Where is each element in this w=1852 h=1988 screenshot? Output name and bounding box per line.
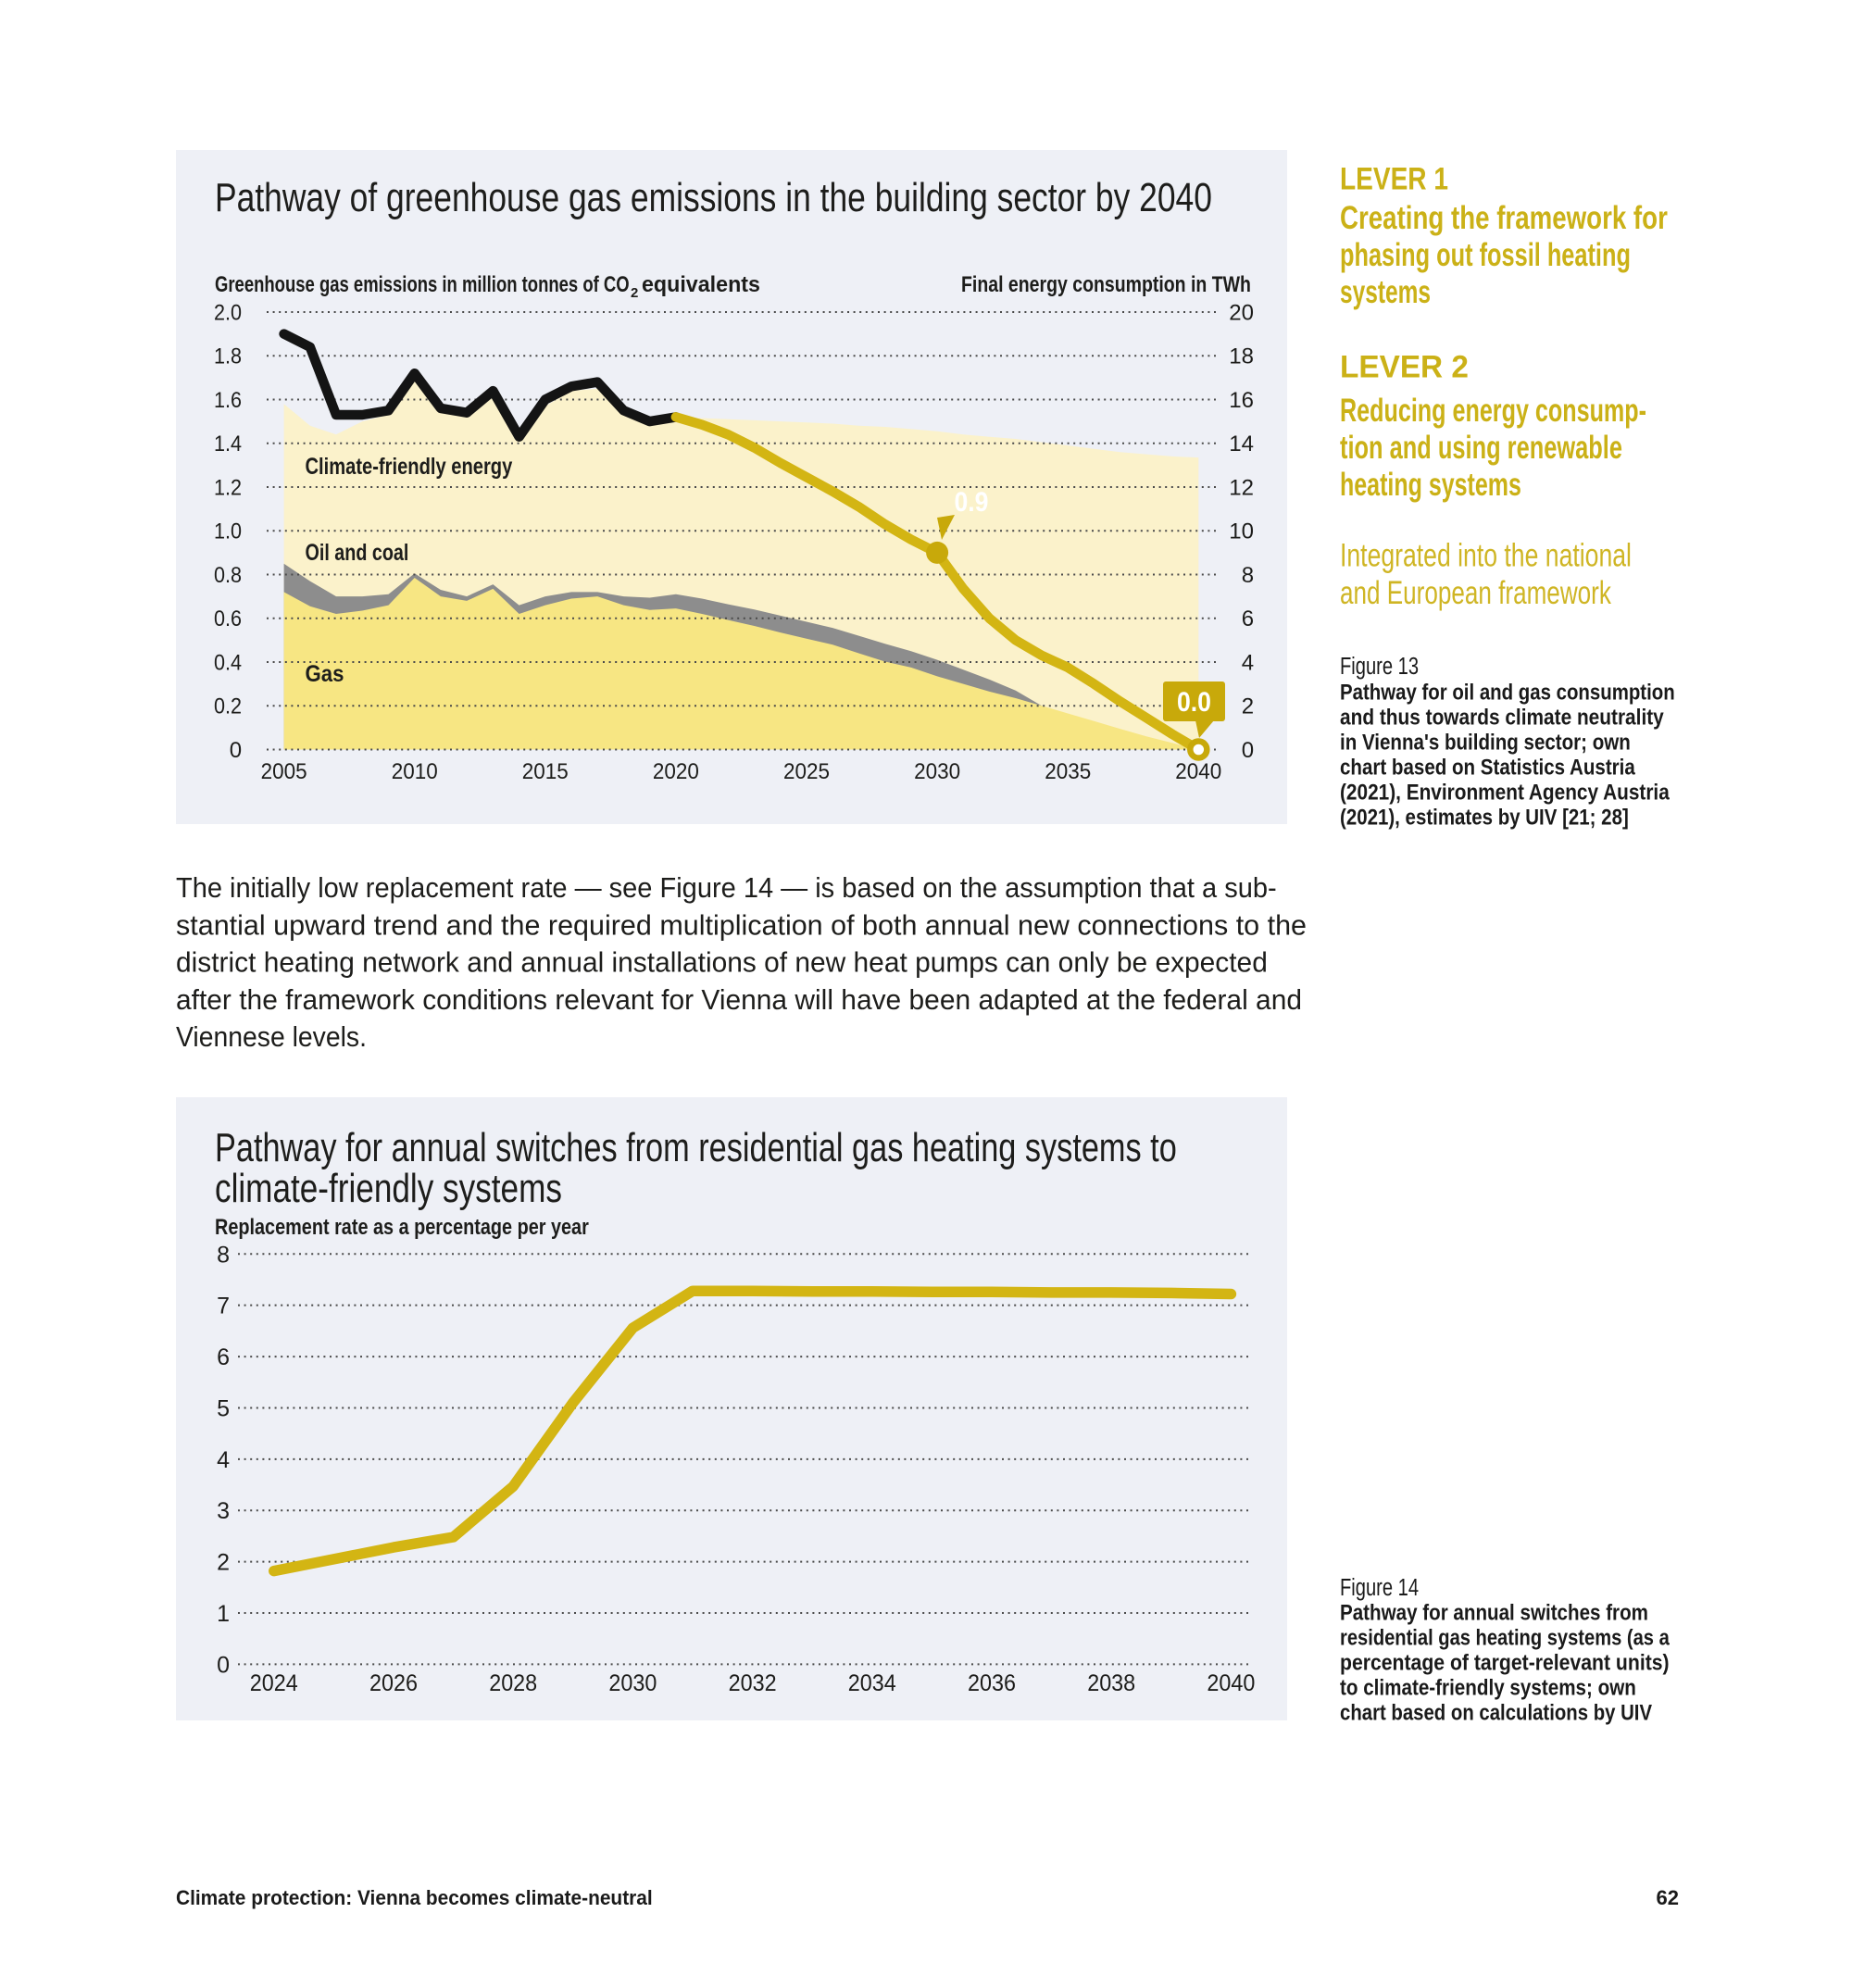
svg-text:2036: 2036 [968,1670,1016,1696]
svg-text:62: 62 [1657,1886,1679,1909]
svg-text:and European framework: and European framework [1340,574,1611,611]
svg-text:1.4: 1.4 [214,431,242,456]
svg-text:phasing out fossil heating: phasing out fossil heating [1340,237,1631,273]
svg-text:Climate protection: Vienna bec: Climate protection: Vienna becomes clima… [176,1887,653,1910]
svg-text:climate-friendly systems: climate-friendly systems [215,1166,562,1211]
svg-text:2: 2 [631,285,638,301]
svg-text:2024: 2024 [250,1670,298,1696]
svg-text:Oil and coal: Oil and coal [306,540,409,566]
svg-text:The initially low replacement: The initially low replacement rate — see… [176,872,1277,904]
svg-text:1.6: 1.6 [214,387,242,412]
svg-text:(2021), Environment Agency Aus: (2021), Environment Agency Austria [1340,780,1670,805]
svg-text:2028: 2028 [489,1670,537,1696]
svg-text:1.8: 1.8 [214,344,242,369]
svg-text:Greenhouse gas emissions in mi: Greenhouse gas emissions in million tonn… [215,272,630,297]
svg-text:0.0: 0.0 [1177,687,1211,719]
svg-text:Viennese levels.: Viennese levels. [176,1021,367,1053]
svg-text:0.4: 0.4 [214,649,242,674]
svg-text:tion and using renewable: tion and using renewable [1340,430,1622,466]
svg-text:5: 5 [217,1396,230,1422]
svg-text:0.6: 0.6 [214,606,242,631]
svg-text:0.8: 0.8 [214,562,242,587]
svg-text:2030: 2030 [608,1670,657,1696]
svg-text:percentage of target-relevant: percentage of target-relevant units) [1340,1650,1670,1674]
svg-text:6: 6 [217,1344,230,1370]
svg-text:(2021), estimates by UIV [21;: (2021), estimates by UIV [21; 28] [1340,805,1629,830]
svg-text:chart based on Statistics Aust: chart based on Statistics Austria [1340,755,1635,780]
svg-text:Climate-friendly energy: Climate-friendly energy [306,453,513,480]
svg-text:4: 4 [217,1447,230,1473]
svg-text:after the framework conditions: after the framework conditions relevant … [176,983,1302,1016]
svg-text:1.0: 1.0 [214,519,242,544]
svg-text:10: 10 [1229,519,1254,544]
svg-text:district heating network and a: district heating network and annual inst… [176,946,1268,979]
svg-text:in Vienna's building sector; o: in Vienna's building sector; own [1340,730,1631,755]
svg-text:residential gas heating system: residential gas heating systems (as a [1340,1625,1670,1650]
svg-text:0: 0 [230,738,242,763]
svg-text:Pathway of greenhouse gas emis: Pathway of greenhouse gas emissions in t… [215,175,1212,219]
svg-text:4: 4 [1242,650,1254,675]
svg-text:8: 8 [1242,563,1254,588]
svg-text:heating systems: heating systems [1340,467,1521,503]
svg-text:0.2: 0.2 [214,694,242,719]
svg-text:Pathway for annual switches fr: Pathway for annual switches from residen… [215,1125,1177,1170]
svg-text:2005: 2005 [261,758,307,783]
svg-text:to climate-friendly systems; o: to climate-friendly systems; own [1340,1675,1636,1700]
svg-text:2020: 2020 [653,758,699,783]
svg-text:14: 14 [1229,431,1254,456]
svg-text:7: 7 [217,1294,230,1319]
svg-text:2: 2 [1242,694,1254,719]
svg-text:6: 6 [1242,606,1254,631]
svg-text:Reducing energy consump-: Reducing energy consump- [1340,393,1646,429]
svg-text:0: 0 [1242,738,1254,763]
svg-text:Gas: Gas [306,662,344,687]
svg-text:2035: 2035 [1045,758,1091,783]
svg-text:1: 1 [217,1601,230,1627]
svg-text:2: 2 [217,1550,230,1576]
svg-text:Pathway for oil and gas consum: Pathway for oil and gas consumption [1340,680,1675,705]
svg-text:16: 16 [1229,388,1254,413]
svg-text:0: 0 [217,1652,230,1678]
svg-text:chart based on calculations by: chart based on calculations by UIV [1340,1700,1652,1725]
svg-text:and thus towards climate neutr: and thus towards climate neutrality [1340,705,1664,730]
svg-text:2010: 2010 [392,758,438,783]
svg-text:20: 20 [1229,300,1254,325]
svg-text:systems: systems [1340,275,1431,310]
svg-text:equivalents: equivalents [642,273,760,297]
svg-text:0.9: 0.9 [955,487,989,519]
svg-text:3: 3 [217,1498,230,1524]
svg-text:2026: 2026 [369,1670,418,1696]
svg-text:LEVER 2: LEVER 2 [1340,350,1469,384]
svg-text:2040: 2040 [1207,1670,1255,1696]
svg-text:2032: 2032 [729,1670,777,1696]
svg-text:stantial upward trend and the: stantial upward trend and the required m… [176,908,1307,941]
svg-text:18: 18 [1229,344,1254,369]
svg-text:2040: 2040 [1175,758,1221,783]
svg-text:LEVER 1: LEVER 1 [1340,161,1448,196]
svg-text:12: 12 [1229,475,1254,500]
svg-text:Creating the framework for: Creating the framework for [1340,199,1668,236]
svg-text:1.2: 1.2 [214,474,242,499]
svg-text:8: 8 [217,1242,230,1268]
svg-text:2038: 2038 [1087,1670,1135,1696]
svg-text:Figure 14: Figure 14 [1340,1574,1419,1601]
svg-text:Pathway for annual switches fr: Pathway for annual switches from [1340,1600,1648,1625]
svg-text:2015: 2015 [522,758,569,783]
svg-text:Figure 13: Figure 13 [1340,653,1419,680]
svg-text:2025: 2025 [783,758,830,783]
svg-text:Integrated into the national: Integrated into the national [1340,537,1632,573]
svg-text:Replacement rate as a percenta: Replacement rate as a percentage per yea… [215,1214,589,1239]
svg-text:Final energy consumption in TW: Final energy consumption in TWh [961,271,1251,296]
svg-text:2034: 2034 [848,1670,896,1696]
svg-text:2030: 2030 [914,758,960,783]
svg-text:2.0: 2.0 [214,299,242,324]
